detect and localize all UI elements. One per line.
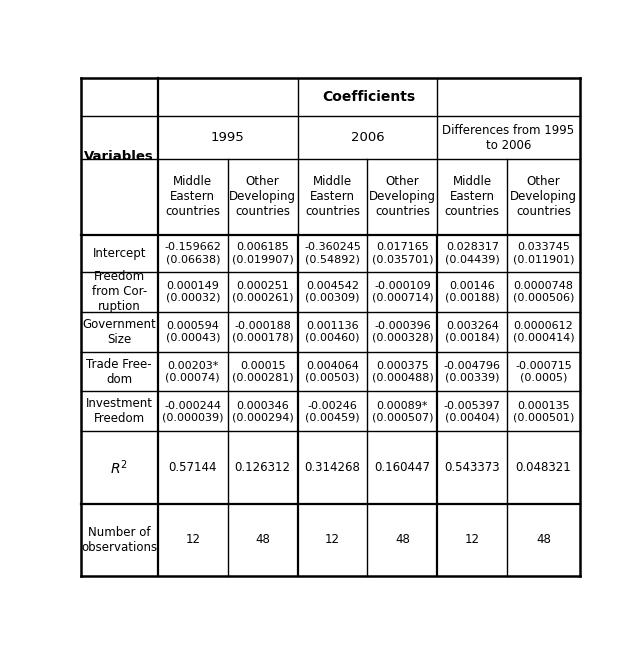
Text: Coefficients: Coefficients <box>322 90 415 104</box>
Text: 0.004064
(0.00503): 0.004064 (0.00503) <box>305 361 360 382</box>
Text: 0.048321: 0.048321 <box>516 461 571 474</box>
Text: 0.0000748
(0.000506): 0.0000748 (0.000506) <box>513 281 574 303</box>
Text: Other
Developing
countries: Other Developing countries <box>229 175 296 218</box>
Text: 0.003264
(0.00184): 0.003264 (0.00184) <box>445 321 500 342</box>
Text: Freedom
from Cor-
ruption: Freedom from Cor- ruption <box>91 270 147 313</box>
Text: 0.004542
(0.00309): 0.004542 (0.00309) <box>305 281 360 303</box>
Text: 0.00015
(0.000281): 0.00015 (0.000281) <box>232 361 294 382</box>
Text: -0.000396
(0.000328): -0.000396 (0.000328) <box>372 321 433 342</box>
Text: 0.0000612
(0.000414): 0.0000612 (0.000414) <box>513 321 574 342</box>
Text: 12: 12 <box>465 533 480 546</box>
Text: -0.005397
(0.00404): -0.005397 (0.00404) <box>444 400 501 422</box>
Text: Middle
Eastern
countries: Middle Eastern countries <box>445 175 500 218</box>
Text: Trade Free-
dom: Trade Free- dom <box>86 358 152 386</box>
Text: 0.001136
(0.00460): 0.001136 (0.00460) <box>305 321 360 342</box>
Text: 0.000251
(0.000261): 0.000251 (0.000261) <box>232 281 294 303</box>
Text: Middle
Eastern
countries: Middle Eastern countries <box>305 175 360 218</box>
Text: Intercept: Intercept <box>93 247 146 259</box>
Text: 0.006185
(0.019907): 0.006185 (0.019907) <box>232 243 294 264</box>
Text: Government
Size: Government Size <box>82 318 156 345</box>
Text: 0.543373: 0.543373 <box>444 461 500 474</box>
Text: Other
Developing
countries: Other Developing countries <box>510 175 577 218</box>
Text: 0.000149
(0.00032): 0.000149 (0.00032) <box>166 281 220 303</box>
Text: 0.160447: 0.160447 <box>374 461 430 474</box>
Text: 12: 12 <box>325 533 340 546</box>
Text: 0.028317
(0.04439): 0.028317 (0.04439) <box>445 243 500 264</box>
Text: 0.000594
(0.00043): 0.000594 (0.00043) <box>166 321 220 342</box>
Text: -0.000715
(0.0005): -0.000715 (0.0005) <box>515 361 572 382</box>
Text: 0.126312: 0.126312 <box>234 461 290 474</box>
Text: 0.000135
(0.000501): 0.000135 (0.000501) <box>513 400 574 422</box>
Text: 2006: 2006 <box>351 131 384 144</box>
Text: -0.000244
(0.000039): -0.000244 (0.000039) <box>162 400 223 422</box>
Text: 48: 48 <box>536 533 551 546</box>
Text: 0.00203*
(0.00074): 0.00203* (0.00074) <box>166 361 220 382</box>
Text: 1995: 1995 <box>211 131 245 144</box>
Text: -0.004796
(0.00339): -0.004796 (0.00339) <box>444 361 501 382</box>
Text: -0.000188
(0.000178): -0.000188 (0.000178) <box>232 321 294 342</box>
Text: 0.00089*
(0.000507): 0.00089* (0.000507) <box>372 400 433 422</box>
Text: Differences from 1995
to 2006: Differences from 1995 to 2006 <box>442 124 574 151</box>
Text: Number of
observations: Number of observations <box>81 526 157 554</box>
Text: 0.033745
(0.011901): 0.033745 (0.011901) <box>513 243 574 264</box>
Text: 0.000375
(0.000488): 0.000375 (0.000488) <box>372 361 433 382</box>
Text: 48: 48 <box>395 533 410 546</box>
Text: 0.017165
(0.035701): 0.017165 (0.035701) <box>372 243 433 264</box>
Text: 48: 48 <box>255 533 270 546</box>
Text: 0.57144: 0.57144 <box>169 461 217 474</box>
Text: 0.00146
(0.00188): 0.00146 (0.00188) <box>445 281 500 303</box>
Text: -0.159662
(0.06638): -0.159662 (0.06638) <box>164 243 222 264</box>
Text: -0.000109
(0.000714): -0.000109 (0.000714) <box>372 281 433 303</box>
Text: Other
Developing
countries: Other Developing countries <box>369 175 436 218</box>
Text: Middle
Eastern
countries: Middle Eastern countries <box>166 175 220 218</box>
Text: Investment
Freedom: Investment Freedom <box>86 397 153 426</box>
Text: -0.00246
(0.00459): -0.00246 (0.00459) <box>305 400 360 422</box>
Text: 12: 12 <box>185 533 200 546</box>
Text: 0.314268: 0.314268 <box>305 461 361 474</box>
Text: -0.360245
(0.54892): -0.360245 (0.54892) <box>304 243 361 264</box>
Text: 0.000346
(0.000294): 0.000346 (0.000294) <box>232 400 294 422</box>
Text: $R^2$: $R^2$ <box>110 458 128 477</box>
Text: Variables: Variables <box>84 149 154 162</box>
